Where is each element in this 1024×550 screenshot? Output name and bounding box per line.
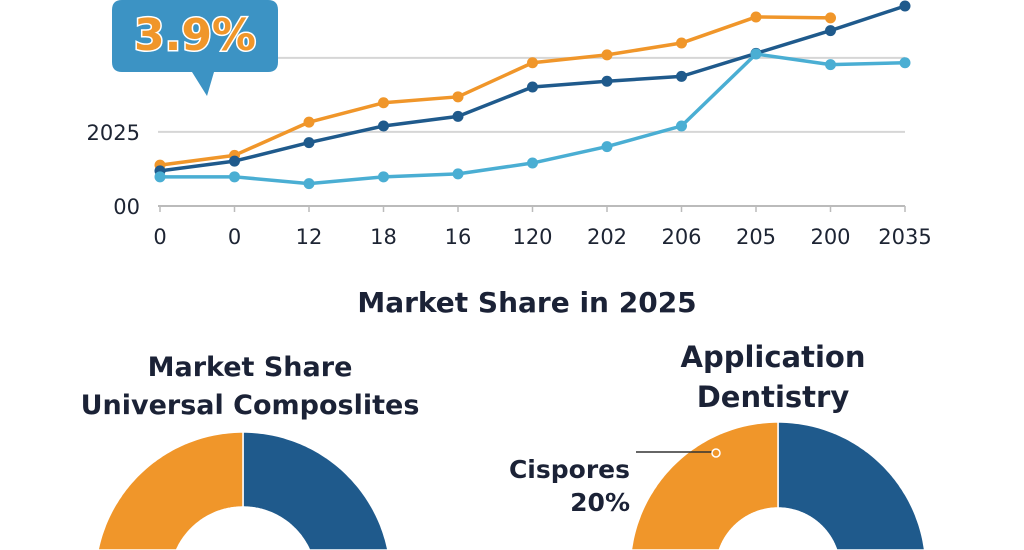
data-point — [676, 70, 687, 82]
grid-lines — [158, 56, 905, 207]
right-donut-title-line1: Application — [681, 340, 866, 374]
data-point — [676, 120, 687, 132]
data-point — [601, 49, 613, 61]
right-donut — [630, 421, 926, 550]
data-point — [229, 171, 240, 183]
left-donut — [97, 431, 389, 550]
section-title: Market Share in 2025 — [357, 286, 696, 319]
callout-text: 3.9% — [134, 10, 256, 61]
right-donut-annotation: Cispores 20% — [509, 448, 721, 517]
right-donut-title-line2: Dentistry — [697, 380, 850, 414]
series-line — [159, 15, 831, 167]
data-point — [303, 178, 315, 190]
data-point — [601, 141, 613, 153]
line-series — [154, 0, 911, 190]
data-point — [527, 157, 538, 169]
data-point — [378, 97, 389, 109]
x-tick-label: 2035 — [878, 225, 931, 249]
data-point — [750, 11, 762, 23]
x-axis-ticks: 0 0 12 18 16 120 202 206 205 200 2035 — [153, 206, 932, 249]
data-point — [378, 171, 389, 183]
x-tick-label: 206 — [661, 225, 701, 249]
donut-slice-dark-blue — [777, 421, 926, 550]
annotation-marker — [711, 448, 721, 458]
donut-slice-orange — [97, 431, 244, 550]
x-tick-label: 18 — [370, 225, 397, 249]
x-tick-label: 12 — [296, 225, 323, 249]
data-point — [452, 168, 464, 180]
callout-bubble: 3.9% — [112, 0, 278, 96]
data-point — [825, 25, 836, 37]
series-light-blue — [154, 48, 911, 190]
annotation-label: Cispores — [509, 455, 630, 484]
data-point — [750, 48, 762, 60]
data-point — [527, 81, 538, 93]
x-tick-label: 0 — [228, 225, 241, 249]
data-point — [303, 137, 315, 149]
data-point — [303, 116, 315, 128]
y-axis-ticks: 00202580 — [87, 47, 140, 219]
data-point — [825, 12, 836, 24]
data-point — [676, 37, 687, 49]
left-donut-title-line1: Market Share — [148, 352, 353, 383]
annotation-value: 20% — [570, 488, 630, 517]
x-tick-label: 200 — [810, 225, 850, 249]
x-tick-label: 205 — [736, 225, 776, 249]
data-point — [899, 0, 911, 12]
x-tick-label: 202 — [587, 225, 627, 249]
data-point — [154, 171, 166, 183]
x-tick-label: 120 — [512, 225, 552, 249]
data-point — [825, 59, 836, 71]
series-orange — [154, 11, 836, 171]
data-point — [527, 57, 538, 69]
x-tick-label: 16 — [445, 225, 472, 249]
y-tick-label: 00 — [113, 195, 140, 219]
data-point — [378, 120, 389, 132]
data-point — [452, 91, 464, 103]
y-tick-label: 2025 — [87, 121, 140, 145]
left-donut-title-line2: Universal Composlites — [81, 390, 420, 421]
data-point — [601, 75, 613, 87]
data-point — [452, 110, 464, 122]
callout-shape — [112, 0, 278, 96]
data-point — [899, 57, 911, 69]
data-point — [229, 155, 240, 167]
x-tick-label: 0 — [153, 225, 166, 249]
donut-slice-orange — [630, 421, 779, 550]
donut-slice-dark-blue — [242, 431, 389, 550]
